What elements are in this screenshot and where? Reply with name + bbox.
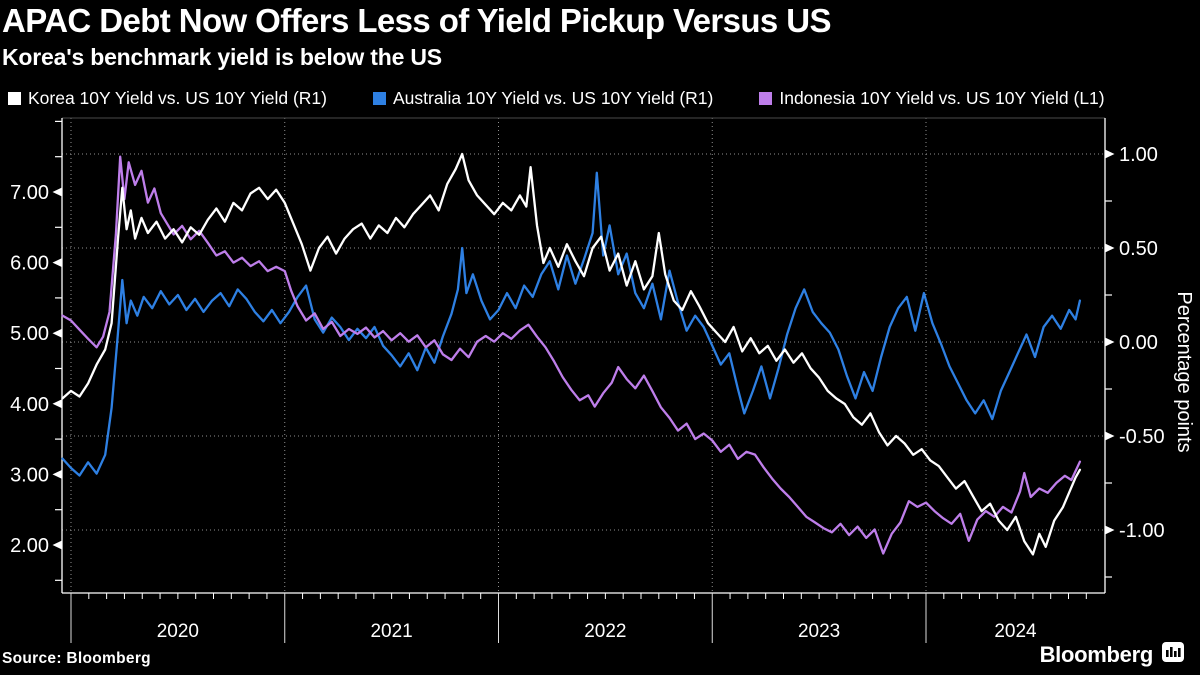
series-line-indonesia <box>61 155 1082 555</box>
x-axis-year-label: 2024 <box>994 621 1037 642</box>
series-line-australia <box>61 171 1082 477</box>
right-axis-tick-label: 0.00 <box>1119 332 1158 354</box>
left-axis-tick-label: 3.00 <box>10 464 49 486</box>
bloomberg-logo: Bloomberg <box>1040 641 1184 668</box>
right-axis-tick-label: 0.50 <box>1119 238 1158 260</box>
legend-label-indonesia: Indonesia 10Y Yield vs. US 10Y Yield (L1… <box>779 88 1105 108</box>
right-axis-title: Percentage points <box>1173 291 1195 452</box>
left-axis-tick-icon <box>52 187 62 197</box>
right-axis-tick-icon <box>1105 525 1115 535</box>
legend-item-indonesia: Indonesia 10Y Yield vs. US 10Y Yield (L1… <box>759 88 1105 109</box>
chart-title: APAC Debt Now Offers Less of Yield Picku… <box>2 2 831 39</box>
left-axis-tick-label: 5.00 <box>10 323 49 345</box>
x-axis-year-label: 2021 <box>370 621 412 642</box>
x-axis-year-label: 2023 <box>798 621 840 642</box>
left-axis-tick-label: 2.00 <box>10 535 49 557</box>
right-axis-tick-icon <box>1105 337 1115 347</box>
left-axis-tick-icon <box>52 399 62 409</box>
left-axis-tick-icon <box>52 469 62 479</box>
legend-item-korea: Korea 10Y Yield vs. US 10Y Yield (R1) <box>8 88 327 109</box>
legend-item-australia: Australia 10Y Yield vs. US 10Y Yield (R1… <box>372 88 714 109</box>
left-axis-tick-icon <box>52 540 62 550</box>
x-axis-year-label: 2020 <box>157 621 199 642</box>
legend-swatch-australia-icon <box>372 92 386 105</box>
left-axis-tick-label: 4.00 <box>10 394 49 416</box>
x-axis-year-label: 2022 <box>584 621 626 642</box>
bloomberg-wordmark: Bloomberg <box>1039 641 1154 667</box>
legend: Korea 10Y Yield vs. US 10Y Yield (R1) Au… <box>8 88 1105 109</box>
legend-label-korea: Korea 10Y Yield vs. US 10Y Yield (R1) <box>28 88 327 108</box>
right-axis-tick-label: -0.50 <box>1119 426 1165 448</box>
legend-label-australia: Australia 10Y Yield vs. US 10Y Yield (R1… <box>392 88 714 108</box>
bloomberg-chart-icon <box>1162 641 1184 668</box>
source-attribution: Source: Bloomberg <box>2 650 151 667</box>
right-axis-tick-icon <box>1105 431 1115 441</box>
legend-swatch-korea-icon <box>8 92 21 105</box>
chart-subtitle: Korea's benchmark yield is below the US <box>2 44 442 70</box>
right-axis-tick-label: 1.00 <box>1119 144 1158 166</box>
left-axis-tick-icon <box>52 328 62 338</box>
right-axis-tick-icon <box>1105 243 1115 253</box>
series-line-korea <box>61 152 1082 556</box>
left-axis-tick-label: 6.00 <box>10 253 49 275</box>
left-axis-tick-label: 7.00 <box>10 182 49 204</box>
legend-swatch-indonesia-icon <box>759 92 773 105</box>
right-axis-tick-icon <box>1105 149 1115 159</box>
left-axis-tick-icon <box>52 258 62 268</box>
right-axis-tick-label: -1.00 <box>1119 520 1165 542</box>
